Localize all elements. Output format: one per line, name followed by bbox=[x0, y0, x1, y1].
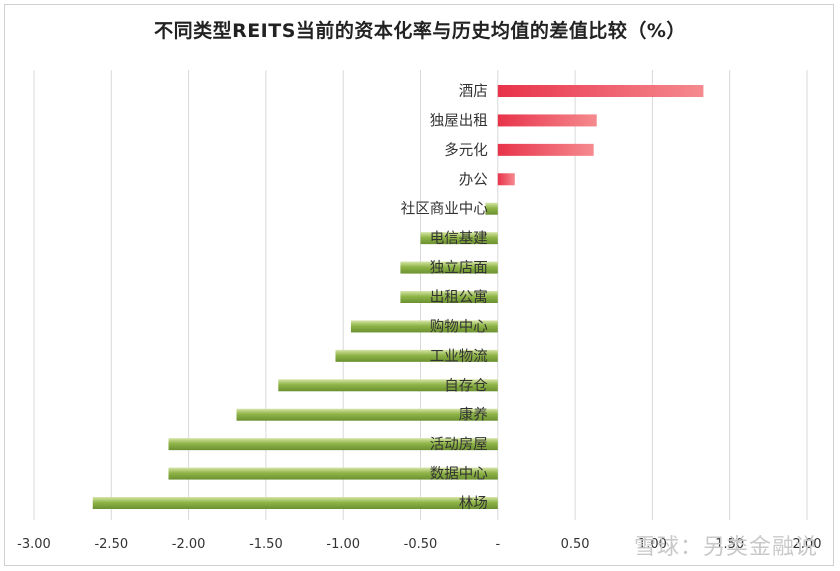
bar bbox=[400, 261, 498, 274]
bar bbox=[168, 467, 498, 480]
bar bbox=[497, 114, 597, 127]
category-label: 独立店面 bbox=[430, 260, 488, 277]
bar bbox=[485, 202, 498, 215]
x-tick-label: - bbox=[495, 537, 500, 552]
category-label: 办公 bbox=[459, 171, 488, 188]
x-tick-label: -2.00 bbox=[172, 537, 206, 552]
x-tick-label: 1.00 bbox=[638, 537, 667, 552]
bar bbox=[497, 85, 704, 97]
category-label: 工业物流 bbox=[430, 348, 488, 365]
category-label: 康养 bbox=[459, 407, 488, 424]
x-tick-label: -1.50 bbox=[249, 537, 283, 552]
category-label: 数据中心 bbox=[430, 466, 488, 483]
bar bbox=[400, 291, 498, 303]
category-label: 林场 bbox=[459, 495, 488, 512]
x-axis-ticks: -3.00 -2.50 -2.00 -1.50 -1.00 -0.50-0.50 1.00 1… bbox=[17, 537, 821, 552]
category-label: 多元化 bbox=[444, 142, 488, 159]
category-label: 电信基建 bbox=[430, 230, 488, 247]
watermark: 雪球：另类金融说 bbox=[633, 535, 818, 560]
x-tick-label: -1.00 bbox=[326, 537, 360, 552]
chart-title: 不同类型REITS当前的资本化率与历史均值的差值比较（%） bbox=[154, 20, 686, 42]
category-label: 自存仓 bbox=[444, 377, 488, 394]
x-tick-label: 0.50 bbox=[561, 537, 590, 552]
bar bbox=[168, 438, 498, 451]
x-tick-label: -0.50 bbox=[404, 537, 438, 552]
bar bbox=[420, 232, 498, 245]
x-tick-label: -3.00 bbox=[17, 537, 51, 552]
category-label: 独屋出租 bbox=[430, 112, 488, 129]
bar bbox=[335, 349, 498, 362]
bar bbox=[236, 408, 498, 421]
x-tick-label: 1.50 bbox=[715, 537, 744, 552]
bar bbox=[350, 320, 498, 333]
x-tick-label: 2.00 bbox=[793, 537, 822, 552]
category-label: 社区商业中心 bbox=[401, 201, 488, 218]
category-label: 酒店 bbox=[459, 83, 488, 100]
bar bbox=[497, 143, 594, 156]
category-label: 活动房屋 bbox=[430, 436, 488, 453]
bar bbox=[497, 173, 515, 186]
category-label: 购物中心 bbox=[430, 318, 488, 335]
category-label: 出租公寓 bbox=[430, 288, 488, 306]
bars bbox=[92, 85, 704, 509]
bar bbox=[92, 497, 498, 509]
bar bbox=[278, 379, 498, 392]
category-labels: 酒店独屋出租多元化办公社区商业中心电信基建独立店面出租公寓购物中心工业物流自存仓… bbox=[401, 83, 488, 512]
x-tick-label: -2.50 bbox=[94, 537, 128, 552]
